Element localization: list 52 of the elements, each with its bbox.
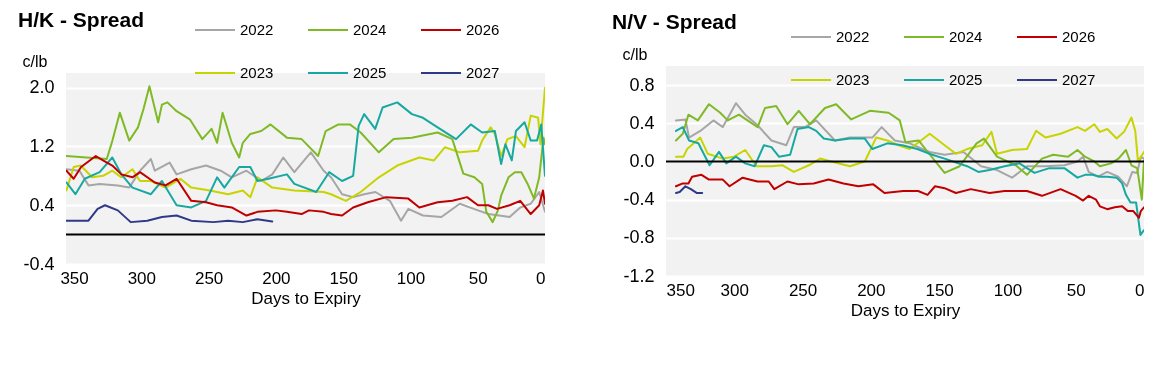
y-axis-title: c/lb [622,45,648,63]
x-axis-title: Days to Expiry [251,288,362,308]
y-tick-label: -0.4 [23,253,55,274]
x-tick-label: 350 [666,280,695,300]
line-series [66,204,274,224]
line-series [674,173,1144,219]
x-tick-label: 300 [127,268,157,288]
legend-label: 2023 [240,64,274,81]
legend-label: 2022 [240,21,274,38]
x-tick-label: 250 [194,268,224,288]
legend-label: 2024 [353,21,387,38]
x-tick-label: 350 [60,268,89,288]
legend-label: 2025 [949,71,983,88]
x-tick-label: 50 [468,268,488,288]
x-tick-label: 150 [925,280,954,300]
x-tick-label: 100 [396,268,426,288]
y-tick-label: 0.8 [629,74,655,95]
y-tick-label: 0.4 [29,194,55,215]
line-series [674,116,1144,173]
y-tick-label: 2.0 [29,77,55,98]
legend-label: 2026 [1062,28,1096,45]
chart-title: N/V - Spread [612,10,737,34]
x-tick-label: 200 [857,280,886,300]
y-tick-label: 0.0 [629,150,655,171]
legend-label: 2022 [836,28,870,45]
legend-label: 2023 [836,71,870,88]
x-tick-label: 100 [993,280,1023,300]
x-tick-label: 250 [788,280,818,300]
legend-label: 2024 [949,28,983,45]
line-series [66,85,545,224]
y-tick-label: -1.2 [623,265,655,286]
line-series [674,185,704,194]
legend-label: 2025 [353,64,387,81]
y-tick-label: -0.8 [623,227,655,248]
chart-title: H/K - Spread [18,8,145,32]
legend-label: 2027 [1062,71,1096,88]
line-series [674,126,1144,236]
y-axis-title: c/lb [22,52,48,70]
line-series [66,86,545,202]
x-axis-title: Days to Expiry [850,300,961,320]
x-tick-label: 50 [1066,280,1086,300]
legend-label: 2026 [466,21,500,38]
y-tick-label: 0.4 [629,112,655,133]
y-tick-label: -0.4 [623,189,655,210]
line-series [66,101,545,209]
x-tick-label: 150 [329,268,358,288]
x-tick-label: 300 [720,280,749,300]
y-tick-label: 1.2 [29,135,55,156]
x-tick-label: 200 [262,268,291,288]
x-tick-label: 0 [1135,280,1145,300]
legend-label: 2027 [466,64,500,81]
x-tick-label: 0 [536,268,546,288]
